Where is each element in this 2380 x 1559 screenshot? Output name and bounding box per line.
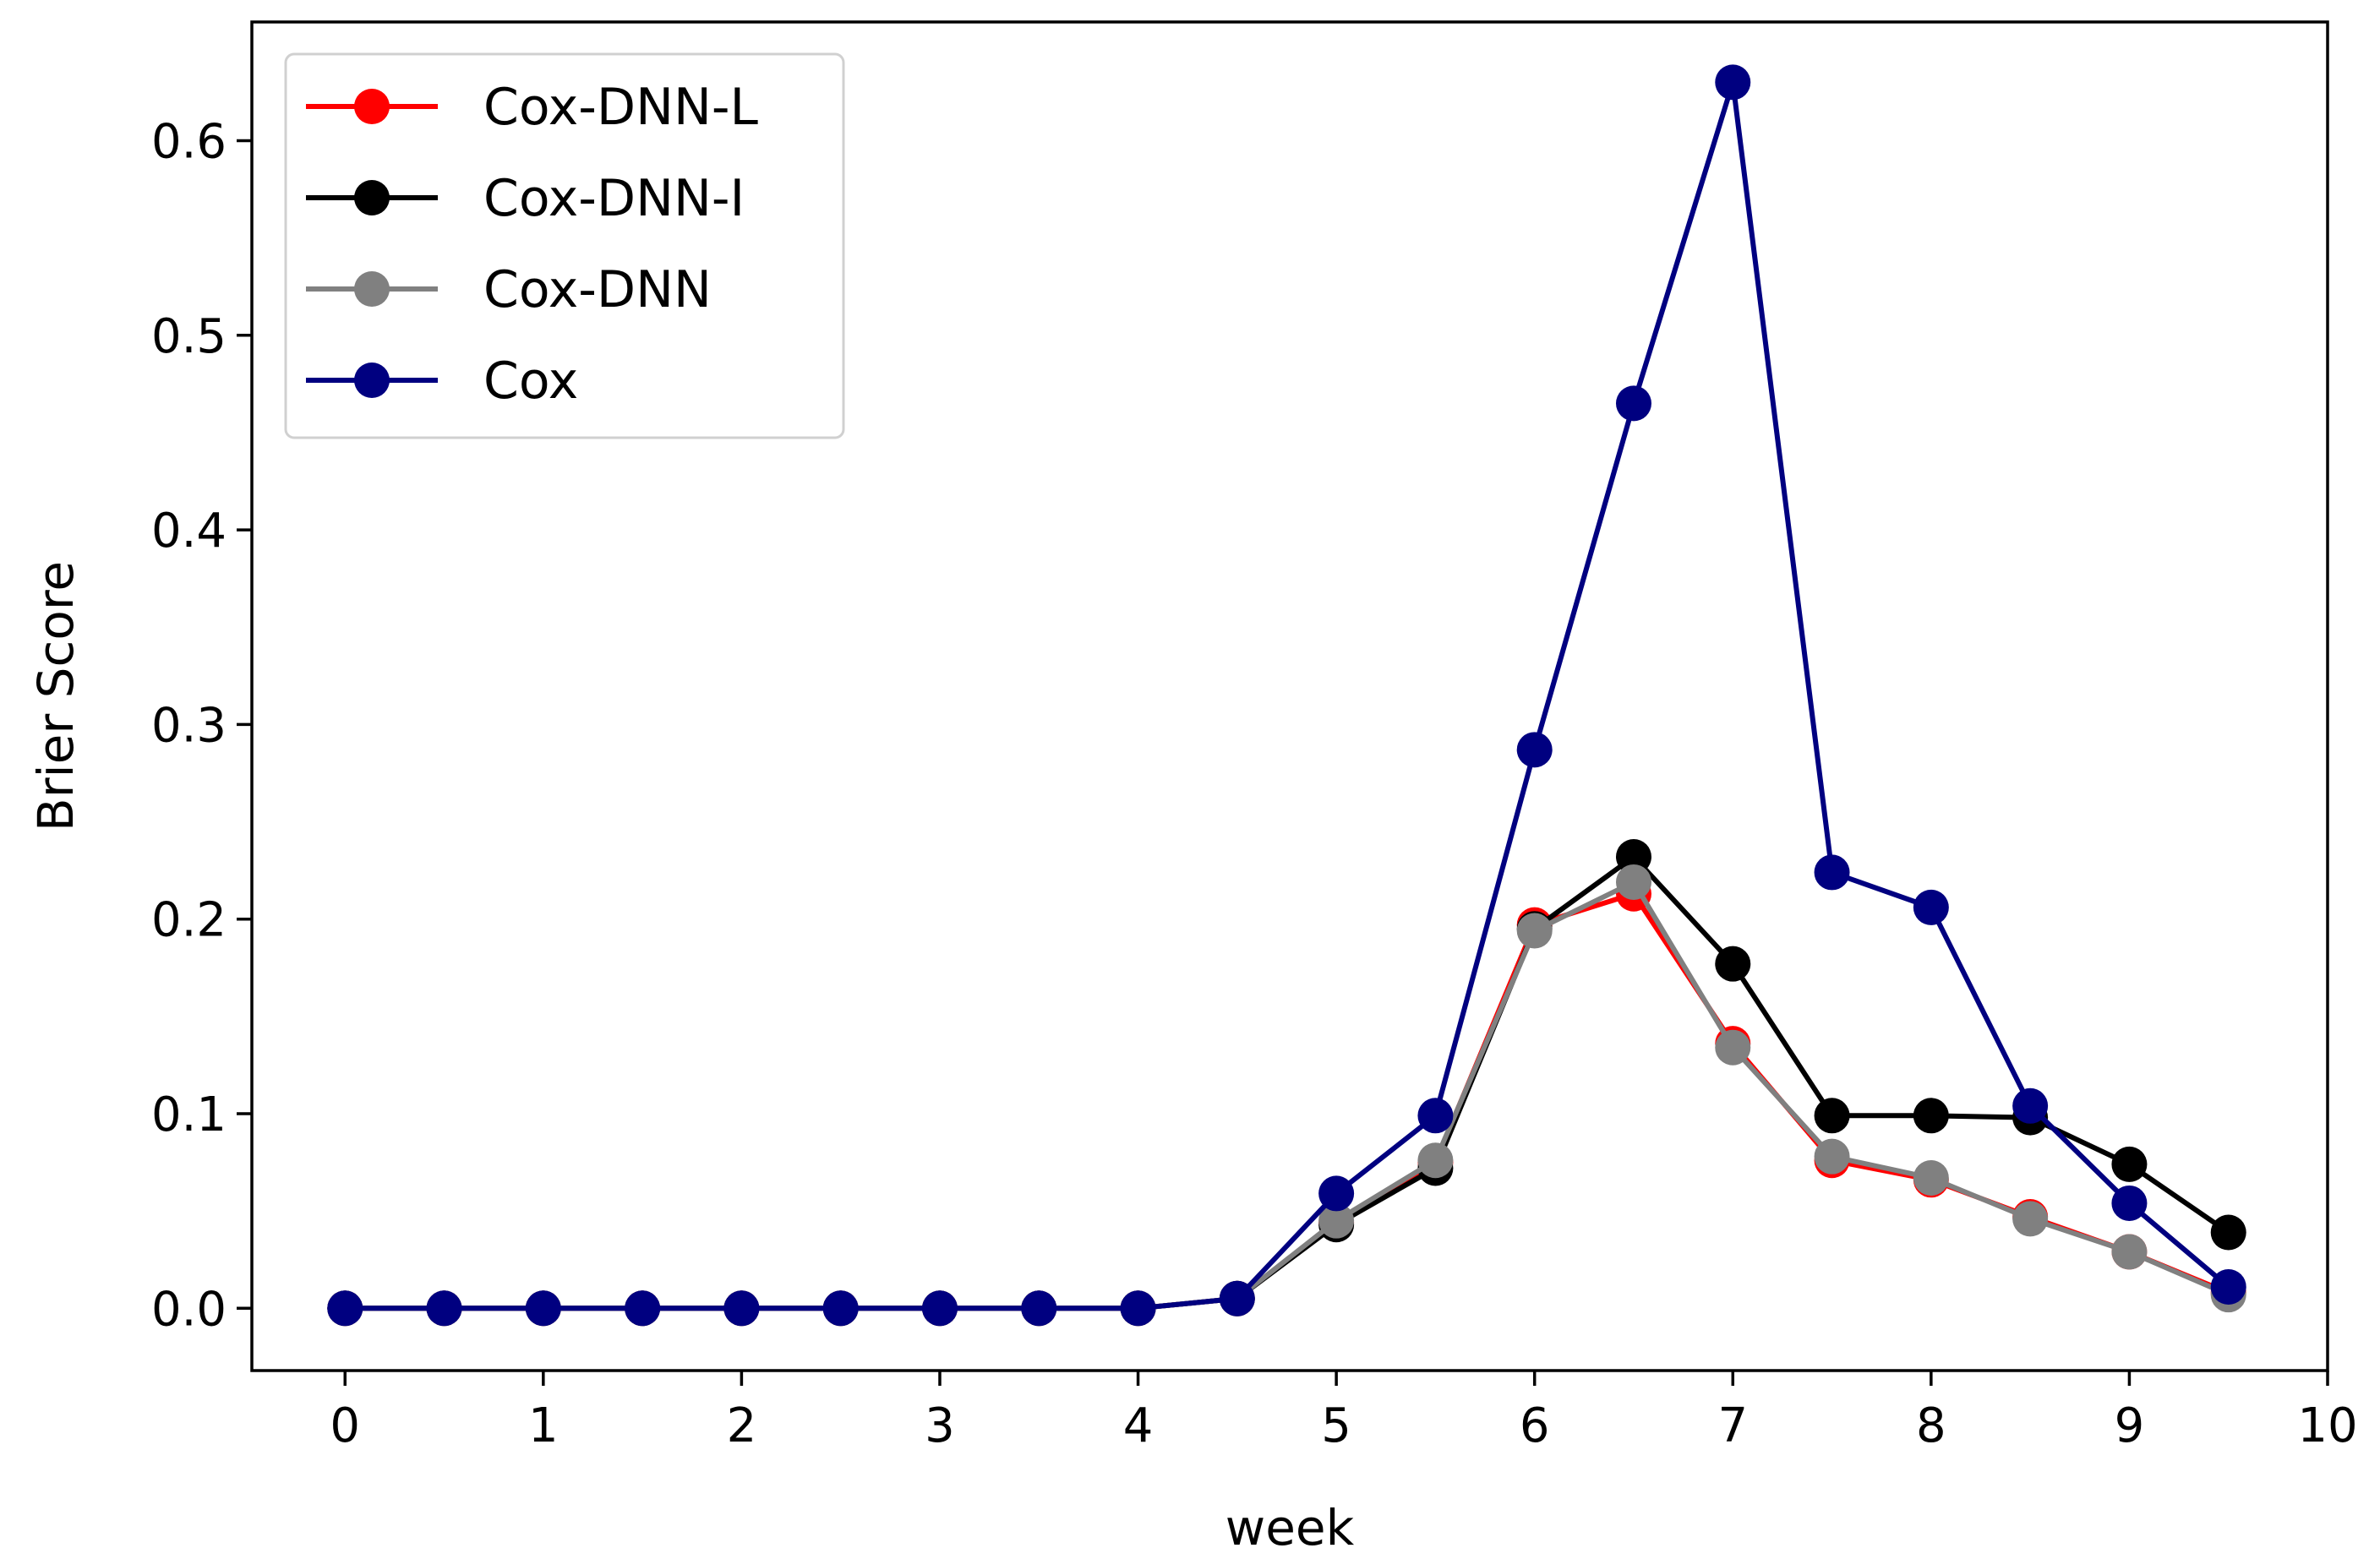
y-axis: 0.0 0.1 0.2 0.3 0.4 0.5 0.6 (151, 114, 252, 1337)
y-tick-label: 0.5 (151, 309, 227, 364)
legend-marker-cox-dnn-i (354, 180, 390, 215)
data-point-cox (2111, 1185, 2148, 1221)
data-point-cox (2012, 1087, 2049, 1124)
data-point-cox (723, 1290, 760, 1327)
legend-box (284, 52, 845, 439)
data-point-cox (1318, 1175, 1355, 1212)
x-tick-label: 5 (1321, 1398, 1351, 1453)
data-point-cox-dnn-i (1814, 1098, 1850, 1134)
data-point-cox (1219, 1280, 1255, 1316)
x-tick-label: 9 (2115, 1398, 2145, 1453)
data-point-cox-dnn (1715, 1029, 1751, 1066)
legend-entry-cox-dnn-i: Cox-DNN-I (306, 169, 745, 228)
legend: Cox-DNN-L Cox-DNN-I Cox-DNN Cox (284, 52, 845, 439)
legend-marker-cox-dnn (354, 271, 390, 307)
data-point-cox-dnn-i (1913, 1098, 1949, 1134)
data-point-cox-dnn (1814, 1138, 1850, 1175)
data-point-cox (525, 1290, 561, 1327)
data-point-cox-dnn (1516, 913, 1553, 949)
y-tick-label: 0.1 (151, 1087, 227, 1142)
data-point-cox-dnn (1615, 864, 1651, 900)
data-point-cox-dnn (2111, 1234, 2148, 1270)
legend-marker-cox (354, 362, 390, 398)
x-tick-label: 10 (2297, 1398, 2357, 1453)
x-axis: 0 1 2 3 4 5 6 7 8 9 10 (330, 1371, 2358, 1453)
data-point-cox-dnn (1913, 1160, 1949, 1196)
x-tick-label: 3 (925, 1398, 955, 1453)
x-axis-title: week (1225, 1499, 1355, 1555)
data-point-cox (1715, 64, 1751, 101)
y-axis-title: Brier Score (27, 561, 85, 831)
data-point-cox (1120, 1290, 1156, 1327)
series-layer (327, 64, 2246, 1327)
x-tick-label: 8 (1916, 1398, 1946, 1453)
data-point-cox (426, 1290, 462, 1327)
data-point-cox (1615, 385, 1651, 422)
legend-marker-cox-dnn-l (354, 89, 390, 124)
x-tick-label: 7 (1717, 1398, 1748, 1453)
data-point-cox-dnn (2012, 1201, 2049, 1237)
data-point-cox (1417, 1098, 1454, 1134)
data-point-cox-dnn (1417, 1142, 1454, 1179)
data-point-cox-dnn-i (2210, 1214, 2246, 1251)
data-point-cox (625, 1290, 661, 1327)
y-tick-label: 0.6 (151, 114, 227, 169)
y-tick-label: 0.4 (151, 504, 227, 559)
data-point-cox (327, 1290, 363, 1327)
plot-area-frame (250, 20, 2329, 1372)
x-tick-label: 6 (1520, 1398, 1550, 1453)
data-point-cox (1021, 1290, 1057, 1327)
legend-entry-cox-dnn-l: Cox-DNN-L (306, 78, 759, 137)
data-point-cox (1913, 889, 1949, 925)
axes-layer (250, 20, 2329, 1372)
y-tick-label: 0.2 (151, 893, 227, 948)
legend-label-cox-dnn-l: Cox-DNN-L (483, 78, 759, 137)
data-point-cox-dnn-i (2111, 1146, 2148, 1182)
x-tick-label: 4 (1123, 1398, 1154, 1453)
legend-entry-cox: Cox (306, 352, 578, 411)
legend-entry-cox-dnn: Cox-DNN (306, 260, 712, 319)
x-tick-label: 2 (727, 1398, 757, 1453)
data-point-cox-dnn-i (1615, 839, 1651, 875)
data-point-cox (1516, 732, 1553, 768)
legend-label-cox: Cox (483, 352, 578, 411)
data-point-cox-dnn-i (1715, 946, 1751, 982)
series-cox (327, 64, 2246, 1327)
data-point-cox-dnn (1318, 1202, 1355, 1239)
data-point-cox (2210, 1268, 2246, 1305)
data-point-cox (921, 1290, 958, 1327)
y-tick-label: 0.3 (151, 698, 227, 753)
data-point-cox (822, 1290, 859, 1327)
y-tick-label: 0.0 (151, 1282, 227, 1337)
x-tick-label: 1 (528, 1398, 559, 1453)
data-point-cox (1814, 854, 1850, 891)
legend-label-cox-dnn: Cox-DNN (483, 260, 712, 319)
legend-label-cox-dnn-i: Cox-DNN-I (483, 169, 745, 228)
x-tick-label: 0 (330, 1398, 360, 1453)
